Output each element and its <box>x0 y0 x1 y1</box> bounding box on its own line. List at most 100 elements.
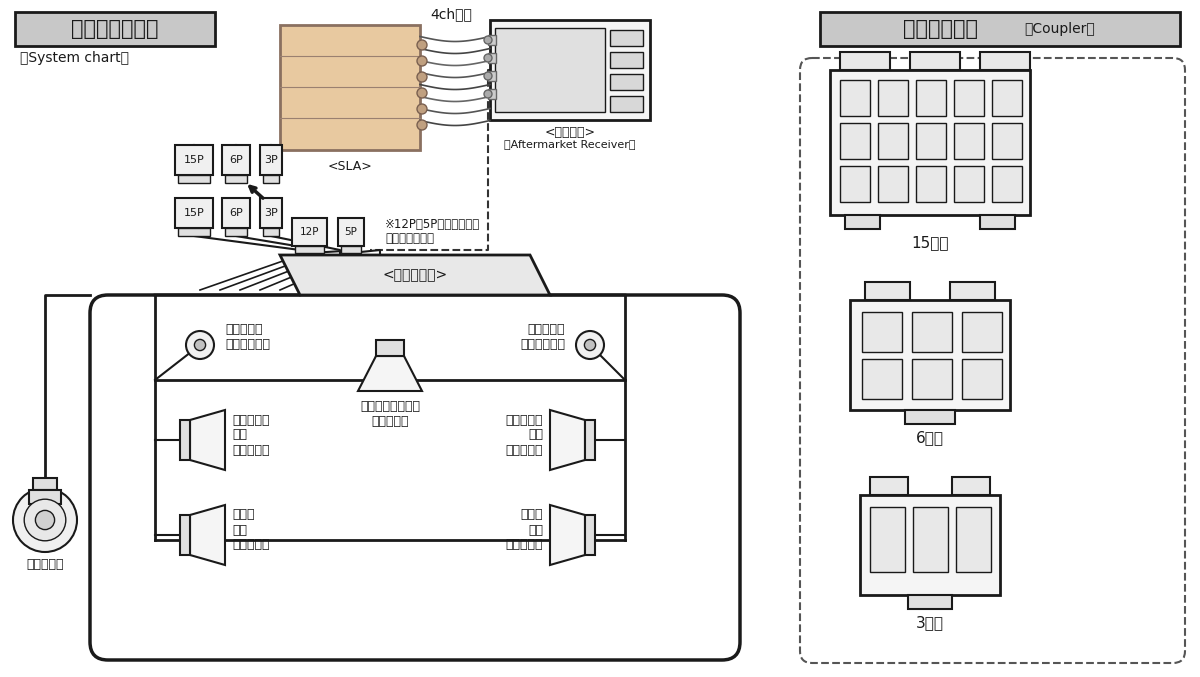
Text: 6ピン: 6ピン <box>916 431 944 445</box>
Bar <box>341 246 361 253</box>
Bar <box>610 74 643 90</box>
Text: ※12P・5Pのカプラーは: ※12P・5Pのカプラーは <box>385 217 480 230</box>
Text: 6P: 6P <box>229 208 242 218</box>
Bar <box>992 166 1022 202</box>
Text: 3P: 3P <box>264 208 278 218</box>
Bar <box>840 80 870 116</box>
Bar <box>29 490 61 504</box>
Bar <box>34 478 58 490</box>
Bar <box>912 312 952 352</box>
Bar <box>992 123 1022 159</box>
Bar <box>488 89 496 99</box>
Bar <box>226 228 247 236</box>
Bar <box>962 359 1002 399</box>
Circle shape <box>418 56 427 66</box>
Text: 左フロント
トゥイーター: 左フロント トゥイーター <box>226 323 270 351</box>
Polygon shape <box>190 505 226 565</box>
Bar <box>175 198 214 228</box>
Bar <box>870 477 908 495</box>
Text: ウーファー: ウーファー <box>26 559 64 571</box>
Bar <box>14 12 215 46</box>
Bar <box>850 300 1010 410</box>
Circle shape <box>194 339 205 351</box>
Bar <box>916 80 946 116</box>
Bar <box>840 52 890 70</box>
Bar <box>954 123 984 159</box>
Bar <box>610 30 643 46</box>
Bar <box>845 215 880 229</box>
Bar <box>292 218 326 246</box>
Bar <box>870 507 905 572</box>
Text: 6P: 6P <box>229 155 242 165</box>
Bar <box>950 282 995 300</box>
Bar <box>913 507 948 572</box>
Circle shape <box>576 331 604 359</box>
Bar <box>586 515 595 555</box>
Circle shape <box>13 488 77 552</box>
Text: フロントセンター
スピーカー: フロントセンター スピーカー <box>360 400 420 428</box>
Bar <box>910 52 960 70</box>
Text: 3ピン: 3ピン <box>916 615 944 630</box>
Bar <box>180 420 190 460</box>
Bar <box>962 312 1002 352</box>
Bar <box>496 28 605 112</box>
Circle shape <box>418 40 427 50</box>
Text: 4ch入力: 4ch入力 <box>430 7 472 21</box>
Bar <box>840 123 870 159</box>
Text: 15P: 15P <box>184 208 204 218</box>
Bar <box>488 35 496 45</box>
Bar <box>954 80 984 116</box>
Bar <box>488 53 496 63</box>
Polygon shape <box>280 25 420 150</box>
Text: 左フロント
ドア
スピーカー: 左フロント ドア スピーカー <box>232 414 270 456</box>
Bar <box>992 80 1022 116</box>
Circle shape <box>418 72 427 82</box>
Bar <box>830 70 1030 215</box>
Bar <box>862 359 902 399</box>
Text: 使用しません。: 使用しません。 <box>385 232 434 244</box>
Bar <box>952 477 990 495</box>
Circle shape <box>484 54 492 62</box>
Bar <box>490 20 650 120</box>
Polygon shape <box>280 255 550 295</box>
Bar <box>908 595 952 609</box>
Bar <box>260 145 282 175</box>
Bar <box>610 52 643 68</box>
Bar <box>180 515 190 555</box>
Polygon shape <box>550 505 586 565</box>
Bar <box>610 96 643 112</box>
Circle shape <box>36 510 55 529</box>
Text: 15P: 15P <box>184 155 204 165</box>
Bar <box>376 340 404 356</box>
Bar <box>178 228 210 236</box>
Text: <純正アンプ>: <純正アンプ> <box>383 268 448 282</box>
Bar <box>878 123 908 159</box>
Text: 右リア
ドア
スピーカー: 右リア ドア スピーカー <box>505 508 542 552</box>
Polygon shape <box>358 356 422 391</box>
Bar <box>840 166 870 202</box>
Bar <box>338 218 364 246</box>
Bar <box>586 420 595 460</box>
Bar <box>916 123 946 159</box>
Circle shape <box>484 90 492 98</box>
Text: 左リア
ドア
スピーカー: 左リア ドア スピーカー <box>232 508 270 552</box>
Text: <SLA>: <SLA> <box>328 160 372 173</box>
Bar <box>878 80 908 116</box>
Text: 使用カプラー: 使用カプラー <box>902 19 978 39</box>
Bar <box>878 166 908 202</box>
Bar <box>860 495 1000 595</box>
Bar <box>980 215 1015 229</box>
Bar <box>905 410 955 424</box>
Bar <box>178 175 210 183</box>
Bar <box>222 145 250 175</box>
Bar <box>175 145 214 175</box>
Bar <box>263 228 278 236</box>
Text: （Coupler）: （Coupler） <box>1025 22 1096 36</box>
Bar <box>865 282 910 300</box>
Bar <box>295 246 324 253</box>
Text: 15ピン: 15ピン <box>911 236 949 250</box>
Circle shape <box>484 72 492 80</box>
Bar <box>260 198 282 228</box>
Circle shape <box>584 339 595 351</box>
Bar <box>980 52 1030 70</box>
